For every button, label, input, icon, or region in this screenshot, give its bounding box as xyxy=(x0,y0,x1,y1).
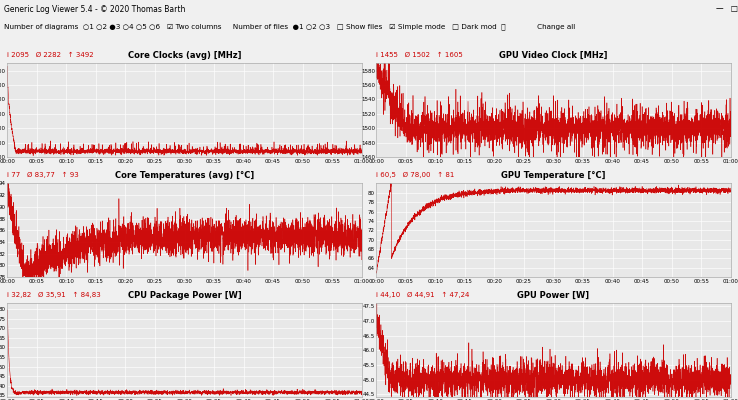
Text: i 1455   Ø 1502   ↑ 1605: i 1455 Ø 1502 ↑ 1605 xyxy=(376,52,463,58)
Text: i 32,82   Ø 35,91   ↑ 84,83: i 32,82 Ø 35,91 ↑ 84,83 xyxy=(7,292,100,298)
Text: i 44,10   Ø 44,91   ↑ 47,24: i 44,10 Ø 44,91 ↑ 47,24 xyxy=(376,292,469,298)
Text: Core Temperatures (avg) [°C]: Core Temperatures (avg) [°C] xyxy=(115,170,254,180)
Text: GPU Video Clock [MHz]: GPU Video Clock [MHz] xyxy=(499,50,608,60)
Text: Core Clocks (avg) [MHz]: Core Clocks (avg) [MHz] xyxy=(128,50,241,60)
Text: GPU Temperature [°C]: GPU Temperature [°C] xyxy=(501,170,606,180)
Text: i 77   Ø 83,77   ↑ 93: i 77 Ø 83,77 ↑ 93 xyxy=(7,172,78,178)
Text: Generic Log Viewer 5.4 - © 2020 Thomas Barth: Generic Log Viewer 5.4 - © 2020 Thomas B… xyxy=(4,4,185,14)
Text: i 2095   Ø 2282   ↑ 3492: i 2095 Ø 2282 ↑ 3492 xyxy=(7,52,93,58)
Text: i 60,5   Ø 78,00   ↑ 81: i 60,5 Ø 78,00 ↑ 81 xyxy=(376,172,454,178)
Text: GPU Power [W]: GPU Power [W] xyxy=(517,290,590,300)
Text: —   □   ✕: — □ ✕ xyxy=(716,4,738,14)
Text: Number of diagrams  ○1 ○2 ●3 ○4 ○5 ○6   ☑ Two columns     Number of files  ●1 ○2: Number of diagrams ○1 ○2 ●3 ○4 ○5 ○6 ☑ T… xyxy=(4,23,575,30)
Text: CPU Package Power [W]: CPU Package Power [W] xyxy=(128,290,241,300)
